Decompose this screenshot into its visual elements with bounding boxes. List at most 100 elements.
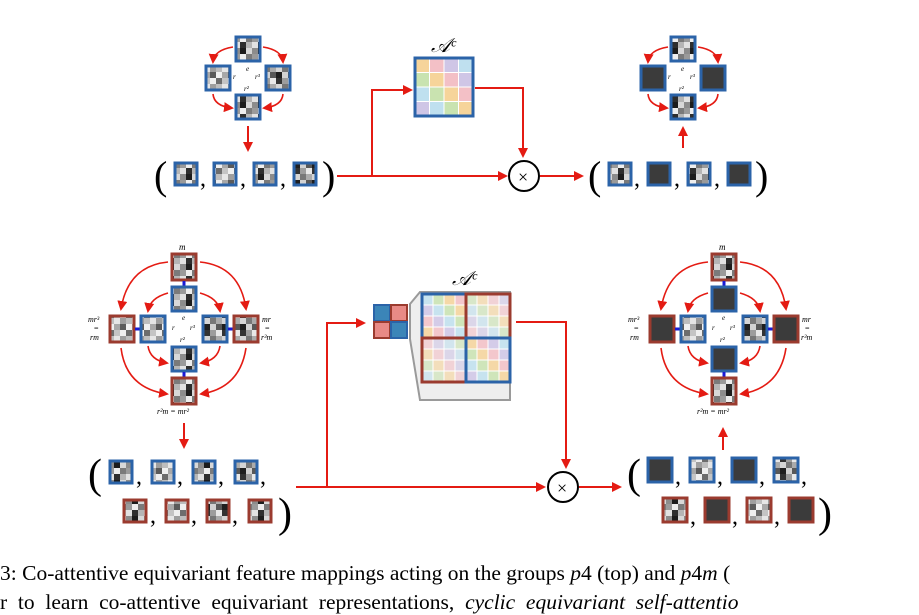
muted-tile [710, 345, 738, 373]
filter-tile [150, 459, 176, 485]
mirror-tile [745, 496, 773, 524]
cycle-arrow [199, 261, 250, 311]
filter-tile [233, 459, 259, 485]
arrow [516, 321, 571, 469]
attention-cell [443, 293, 456, 306]
paren-close: ) [278, 491, 292, 537]
cycle-arrow [697, 46, 723, 64]
cycle-arrow [147, 345, 169, 367]
filter-tile [139, 314, 167, 344]
p4m-output-cycle: m e r r³ r² mr³ = rm mr = r³m r²m = mr² [628, 242, 813, 416]
attention-cell [476, 326, 489, 339]
caption-math: p [680, 561, 692, 585]
group-element-label: r [668, 73, 671, 81]
cycle-arrow [208, 46, 234, 64]
attention-cell [487, 304, 500, 317]
attention-cell [414, 72, 430, 88]
paren-open: ( [588, 153, 601, 198]
cycle-arrow [199, 292, 224, 313]
cycle-arrow [117, 261, 169, 311]
filter-tile [741, 314, 769, 344]
attention-cell [414, 86, 430, 102]
filter-tile [234, 93, 262, 121]
comma: , [218, 464, 224, 490]
comma: , [240, 166, 246, 192]
mirror-label-left: mr³ [628, 315, 640, 324]
attention-cell [421, 304, 434, 317]
mirror-tile [710, 252, 738, 282]
group-element-label: r [712, 324, 715, 332]
attention-cell [454, 326, 467, 339]
comma: , [191, 503, 197, 529]
filter-tile [204, 64, 232, 92]
attention-cell [465, 304, 478, 317]
mirror-label-right: r³m [801, 333, 813, 342]
group-element-label: r² [244, 85, 250, 93]
attention-cell [432, 337, 445, 350]
attention-cell [421, 348, 434, 361]
mirror-label-left: rm [630, 333, 639, 342]
attention-matrix-top [413, 56, 475, 118]
comma: , [717, 464, 723, 490]
cycle-arrow [144, 292, 169, 313]
cycle-arrow [684, 292, 709, 313]
group-element-label: m [719, 242, 726, 252]
filter-tile [607, 161, 633, 187]
attention-cell [476, 370, 489, 383]
p4-output-tuple: ( , , , ) [588, 153, 768, 198]
attention-cell [498, 337, 511, 350]
multiply-symbol: × [518, 167, 528, 187]
group-element-label: r² [679, 85, 685, 93]
paren-open: ( [154, 153, 167, 198]
comma: , [177, 464, 183, 490]
group-element-label: e [182, 314, 185, 322]
caption-text: r to learn co-attentive equivariant repr… [0, 590, 466, 614]
attention-block [373, 304, 391, 322]
group-element-label: r [172, 324, 175, 332]
mirror-label-left: mr³ [88, 315, 100, 324]
attention-cell [487, 370, 500, 383]
group-element-label: r [233, 73, 236, 81]
attention-cell [465, 359, 478, 372]
group-element-label: r² [180, 336, 186, 344]
attention-cell [414, 57, 430, 73]
paren-open: ( [627, 452, 641, 498]
filter-tile [772, 456, 800, 484]
muted-tile [726, 161, 752, 187]
attention-cell [432, 359, 445, 372]
group-element-label: r³ [255, 73, 261, 81]
attention-cell [432, 348, 445, 361]
group-element-label: r³ [690, 73, 696, 81]
p4m-input-tuple: ( , , , , , , , ) [88, 452, 292, 537]
comma: , [690, 504, 696, 530]
attention-cell [443, 337, 456, 350]
attention-cell [432, 293, 445, 306]
filter-tile [292, 161, 318, 187]
cycle-arrow [199, 347, 247, 398]
paren-close: ) [818, 491, 832, 537]
attention-cell [429, 57, 445, 73]
multiply-node [508, 160, 540, 192]
cycle-arrow [660, 347, 709, 398]
filter-tile [688, 456, 716, 484]
filter-tile [170, 285, 198, 313]
attention-cell [487, 326, 500, 339]
attention-cell [487, 359, 500, 372]
paren-close: ) [322, 153, 335, 198]
multiply-symbol: × [557, 478, 567, 498]
arrow [475, 87, 528, 158]
attention-matrix-label: 𝒜ᶜ [452, 268, 478, 290]
caption-line-1: 3: Co-attentive equivariant feature mapp… [0, 561, 730, 586]
attention-cell [454, 359, 467, 372]
caption-math: 4 [691, 561, 703, 585]
attention-cell [498, 304, 511, 317]
attention-cell [476, 315, 489, 328]
group-element-label: e [681, 65, 684, 73]
cycle-arrow [643, 46, 669, 64]
mirror-label-right: = [265, 324, 270, 333]
attention-cell [429, 101, 445, 117]
cycle-arrow [657, 261, 709, 311]
attention-cell [498, 359, 511, 372]
muted-tile [699, 64, 727, 92]
group-element-label: r³ [730, 324, 736, 332]
